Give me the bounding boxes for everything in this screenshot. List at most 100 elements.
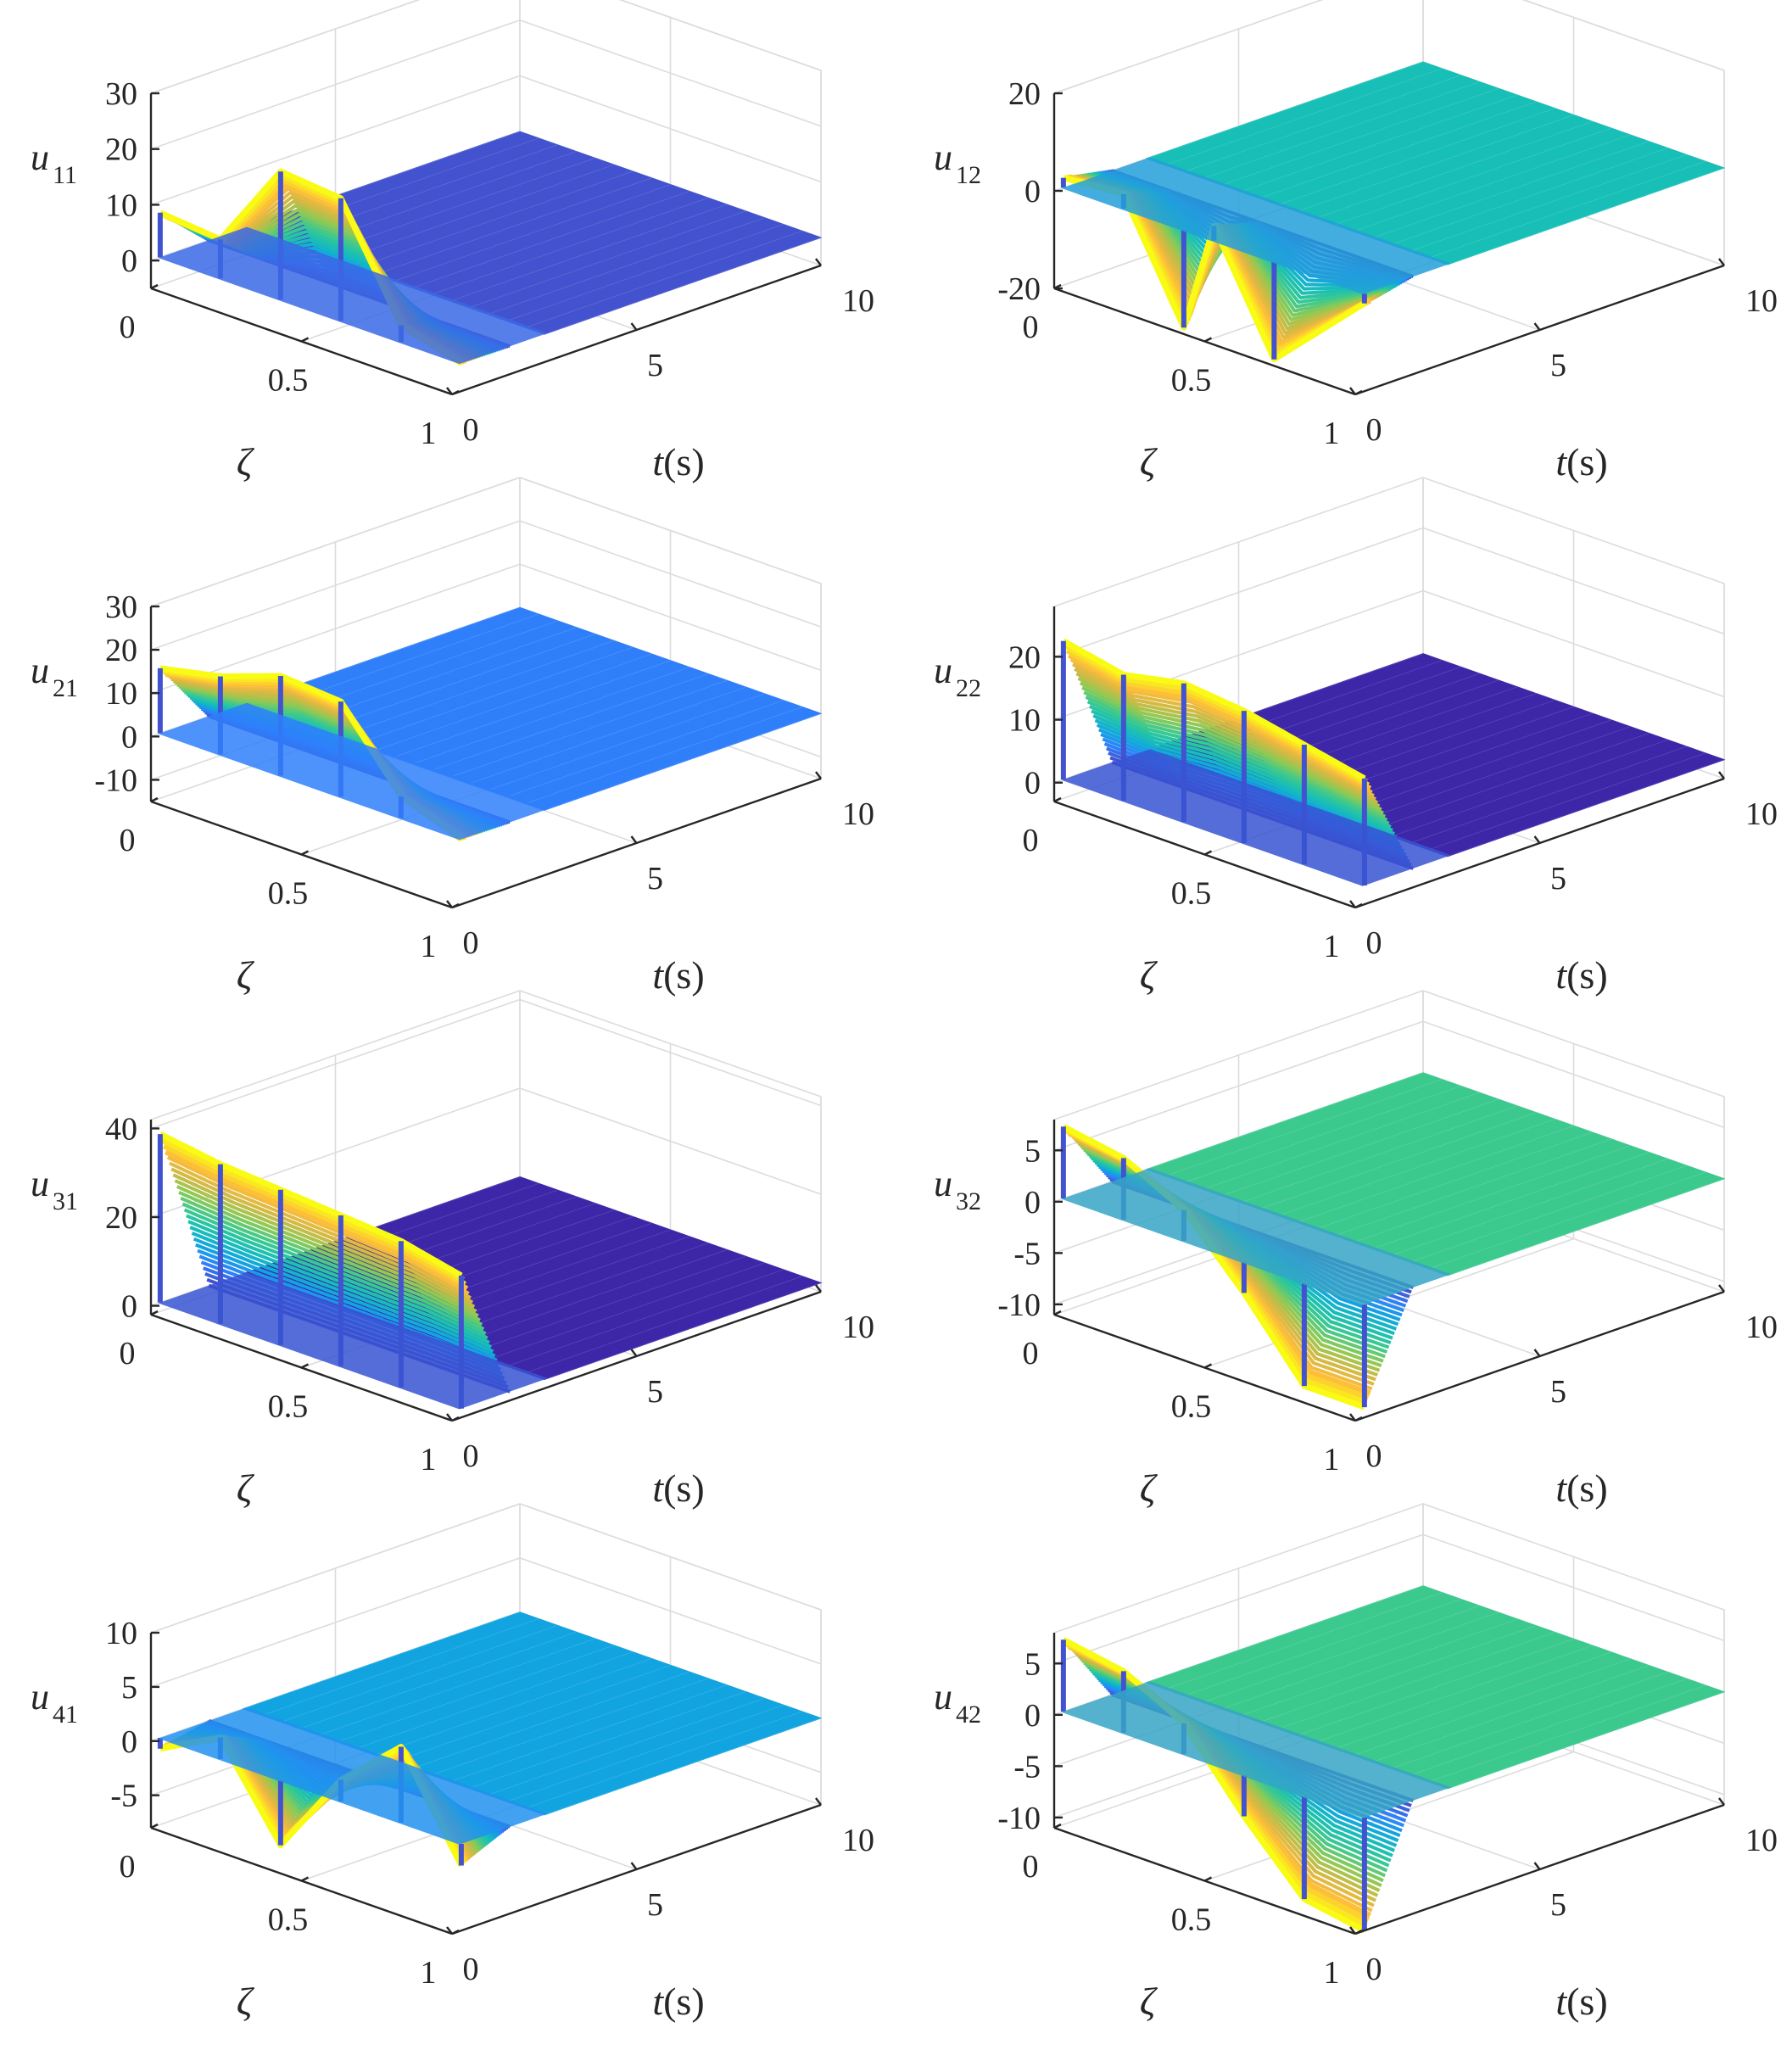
z-tick-label: 20 bbox=[105, 1200, 137, 1236]
t-axis-label-unit: (s) bbox=[663, 1466, 705, 1510]
front-band-u_32 bbox=[1061, 1168, 1452, 1305]
t-tick-label: 5 bbox=[1550, 861, 1566, 897]
plateau-stripes-u_42 bbox=[1146, 1585, 1725, 1790]
plateau-stripe bbox=[1277, 1632, 1555, 1730]
zeta-tick-label: 0 bbox=[120, 823, 136, 858]
zeta-tick-label: 0 bbox=[120, 1849, 136, 1885]
t-tick-label: 5 bbox=[647, 1374, 663, 1410]
box-edge bbox=[1053, 990, 1725, 1292]
zeta-tick bbox=[1354, 389, 1363, 396]
zeta-tick-label: 0 bbox=[1023, 1849, 1039, 1885]
plateau-stripe bbox=[1240, 94, 1518, 193]
zeta-axis-label: ζ bbox=[1140, 953, 1158, 997]
z-tick-label: 20 bbox=[1008, 640, 1041, 675]
t-tick bbox=[1718, 1797, 1725, 1806]
plateau-stripe bbox=[468, 1691, 746, 1789]
plateau-stripe bbox=[431, 673, 709, 771]
t-tick-label: 0 bbox=[1366, 412, 1382, 448]
plateau-stripe bbox=[449, 204, 728, 302]
zeta-axis-label: ζ bbox=[1140, 1980, 1158, 2023]
plateau-stripes-u_32 bbox=[1146, 1072, 1725, 1276]
front-band-u_11 bbox=[158, 226, 549, 365]
transient-line bbox=[1083, 690, 1387, 818]
plateau-stripe bbox=[1146, 1585, 1424, 1684]
plateau-stripe bbox=[1315, 120, 1593, 219]
t-axis-label-var: t bbox=[652, 1466, 664, 1510]
zeta-tick-label: 0.5 bbox=[268, 1389, 309, 1425]
z-tick-label: 0 bbox=[1024, 174, 1041, 209]
t-tick bbox=[630, 1862, 638, 1870]
z-tick-label: 40 bbox=[105, 1111, 137, 1147]
z-axis-label-sub: 31 bbox=[53, 1187, 78, 1215]
transient-line bbox=[183, 1208, 487, 1336]
z-tick-label: 20 bbox=[1008, 76, 1041, 112]
zeta-tick bbox=[451, 1929, 460, 1935]
t-tick bbox=[446, 1413, 453, 1422]
plateau-stripe bbox=[1371, 1152, 1650, 1250]
z-tick-label: 10 bbox=[1008, 703, 1041, 739]
transient-line bbox=[1088, 704, 1392, 829]
front-band-u_31 bbox=[158, 1272, 549, 1410]
zeta-tick-label: 0 bbox=[1023, 1336, 1039, 1371]
t-tick bbox=[815, 258, 822, 266]
plateau-stripe bbox=[1277, 1119, 1555, 1217]
plateau-stripe bbox=[525, 230, 802, 328]
t-axis-label-var: t bbox=[1555, 440, 1567, 483]
plateau-stripe bbox=[318, 634, 595, 732]
plateau-stripe bbox=[337, 164, 615, 262]
plateau-stripe bbox=[337, 1645, 615, 1743]
transient-line bbox=[174, 1179, 477, 1313]
t-tick bbox=[1533, 322, 1541, 331]
t-tick-label: 5 bbox=[1550, 1887, 1566, 1923]
plateau-stripe bbox=[1259, 101, 1537, 199]
plateau-stripe bbox=[1447, 759, 1725, 857]
transient-line bbox=[1077, 677, 1381, 808]
zeta-tick bbox=[150, 283, 159, 290]
t-axis-label-unit: (s) bbox=[1566, 953, 1608, 997]
plateau-stripe bbox=[525, 1711, 802, 1809]
z-tick-label: -10 bbox=[997, 1801, 1041, 1836]
zeta-tick bbox=[150, 796, 159, 803]
t-axis-label: t(s) bbox=[1555, 1980, 1607, 2023]
plateau-stripe bbox=[1391, 1158, 1668, 1256]
transient-line bbox=[166, 1155, 470, 1295]
t-tick-label: 5 bbox=[1550, 348, 1566, 383]
zeta-tick bbox=[1203, 1876, 1213, 1882]
transient-line bbox=[172, 1173, 476, 1309]
z-tick-label: 20 bbox=[105, 633, 137, 668]
zeta-tick bbox=[451, 1416, 460, 1422]
plateau-stripe bbox=[1353, 1658, 1631, 1757]
plateau-stripe bbox=[1297, 115, 1574, 212]
z-axis-label: u bbox=[31, 1163, 49, 1204]
plateau-stripe bbox=[544, 1282, 822, 1381]
t-axis-label-unit: (s) bbox=[663, 440, 705, 483]
zeta-tick-label: 0.5 bbox=[1171, 1902, 1212, 1938]
t-tick-label: 10 bbox=[1745, 283, 1778, 319]
zeta-tick bbox=[300, 1363, 310, 1369]
transient-line bbox=[164, 1148, 469, 1292]
box-edge bbox=[150, 0, 822, 265]
plateau-stripe bbox=[1164, 1079, 1443, 1177]
plateau-stripe bbox=[488, 1262, 765, 1360]
front-band-u_21 bbox=[158, 702, 549, 841]
plateau-stripe bbox=[299, 1631, 577, 1729]
t-axis-label-var: t bbox=[1555, 1466, 1567, 1510]
plateau-stripe bbox=[412, 667, 689, 765]
plateau-stripe bbox=[1410, 154, 1687, 252]
t-tick bbox=[1718, 771, 1725, 779]
plateau-stripe bbox=[449, 679, 728, 778]
transient-line bbox=[1075, 672, 1379, 805]
plateau-stripe bbox=[374, 653, 652, 751]
t-tick bbox=[1349, 1413, 1356, 1422]
z-axis-label: u bbox=[934, 650, 952, 691]
zeta-tick bbox=[1354, 1416, 1363, 1422]
zeta-tick bbox=[1203, 1363, 1213, 1369]
plateau-stripe bbox=[525, 1276, 802, 1374]
t-axis-label: t(s) bbox=[652, 1466, 704, 1510]
t-tick-label: 5 bbox=[647, 348, 663, 383]
z-tick-label: 5 bbox=[1024, 1646, 1041, 1682]
plateau-stripe bbox=[355, 1651, 634, 1750]
